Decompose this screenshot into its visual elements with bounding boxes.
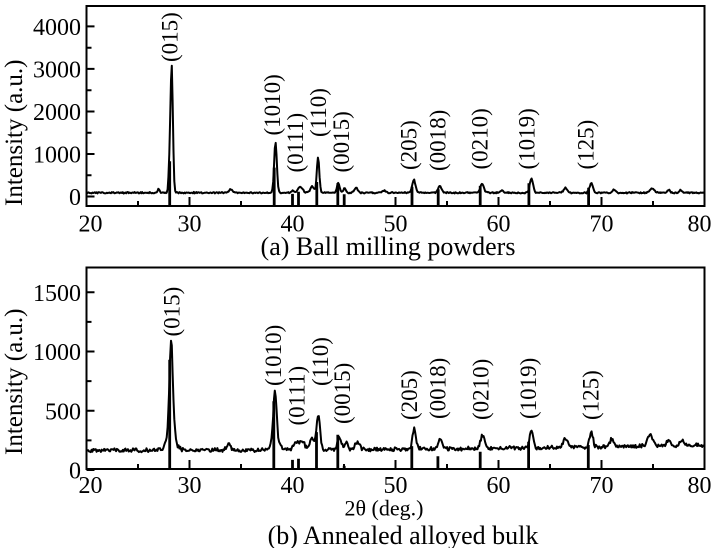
svg-text:0: 0: [69, 459, 81, 485]
svg-text:0: 0: [69, 185, 81, 211]
svg-text:(0111): (0111): [283, 113, 308, 173]
svg-text:Intensity (a.u.): Intensity (a.u.): [1, 309, 28, 455]
svg-text:(1010): (1010): [260, 74, 285, 135]
svg-text:20: 20: [79, 211, 103, 237]
svg-text:70: 70: [590, 211, 614, 237]
svg-text:60: 60: [487, 211, 511, 237]
svg-text:50: 50: [384, 211, 408, 237]
svg-text:50: 50: [384, 473, 408, 499]
svg-text:2000: 2000: [33, 100, 81, 126]
svg-text:(0018): (0018): [426, 358, 451, 419]
svg-text:(0111): (0111): [284, 366, 309, 426]
svg-text:(b) Annealed alloyed bulk: (b) Annealed alloyed bulk: [268, 521, 539, 548]
svg-text:(1019): (1019): [516, 358, 541, 419]
svg-text:40: 40: [281, 473, 305, 499]
svg-text:40: 40: [281, 211, 305, 237]
svg-text:(110): (110): [306, 88, 331, 137]
svg-text:(1010): (1010): [261, 325, 286, 386]
svg-text:70: 70: [590, 473, 614, 499]
svg-text:(0018): (0018): [426, 110, 451, 171]
svg-text:2θ (deg.): 2θ (deg.): [345, 496, 424, 521]
svg-text:20: 20: [79, 473, 103, 499]
svg-text:4000: 4000: [33, 15, 81, 41]
svg-text:(0210): (0210): [469, 359, 494, 420]
svg-text:30: 30: [178, 473, 202, 499]
svg-text:80: 80: [688, 211, 712, 237]
svg-text:(125): (125): [574, 120, 599, 170]
svg-text:Intensity (a.u.): Intensity (a.u.): [1, 60, 28, 206]
svg-text:(0210): (0210): [467, 108, 492, 169]
svg-text:(0015): (0015): [330, 363, 355, 424]
svg-text:1500: 1500: [33, 281, 81, 307]
svg-text:(a) Ball milling powders: (a) Ball milling powders: [261, 232, 516, 261]
svg-text:1000: 1000: [33, 143, 81, 169]
svg-text:(125): (125): [578, 370, 603, 420]
svg-text:30: 30: [178, 211, 202, 237]
svg-text:(205): (205): [397, 370, 422, 420]
svg-text:(110): (110): [308, 337, 333, 386]
svg-text:(1019): (1019): [515, 108, 540, 169]
svg-text:(015): (015): [158, 12, 183, 62]
svg-text:(0015): (0015): [329, 111, 354, 172]
svg-text:80: 80: [688, 473, 712, 499]
svg-text:(205): (205): [397, 120, 422, 170]
svg-text:500: 500: [45, 399, 81, 425]
svg-text:60: 60: [487, 473, 511, 499]
svg-text:3000: 3000: [33, 57, 81, 83]
svg-text:(015): (015): [160, 287, 185, 337]
svg-text:1000: 1000: [33, 340, 81, 366]
